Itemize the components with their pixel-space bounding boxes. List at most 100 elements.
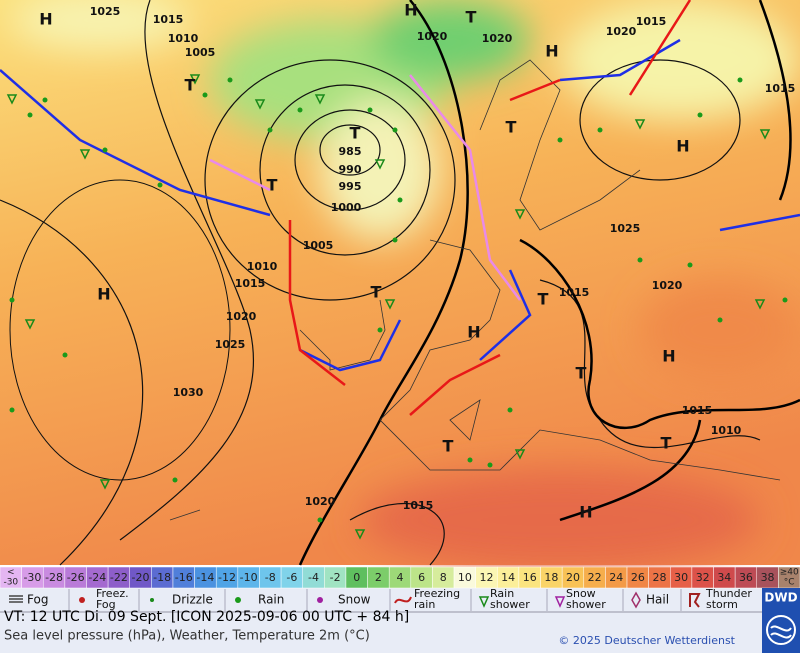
pressure-label: 1015 [636, 15, 667, 28]
rain-symbol [397, 197, 403, 203]
pressure-center: T [185, 76, 196, 95]
legend-label: shower [490, 598, 530, 611]
colorbar-label: 24 [609, 571, 623, 584]
shower-symbol [384, 299, 396, 310]
pressure-label: 1020 [305, 495, 336, 508]
pressure-label: 1020 [606, 25, 637, 38]
colorbar-label: -12 [218, 571, 236, 584]
legend-label: Rain [490, 587, 514, 600]
pressure-center: T [371, 283, 382, 302]
rain-symbol [42, 97, 48, 103]
pressure-label: 990 [339, 163, 362, 176]
pressure-label: 1010 [711, 424, 742, 437]
pressure-center: H [467, 323, 480, 342]
legend-icon [689, 593, 701, 608]
colorbar-label: 36 [739, 571, 753, 584]
pressure-label: 1025 [215, 338, 246, 351]
legend-icon [554, 596, 566, 608]
pressure-label: 1020 [652, 279, 683, 292]
pressure-label: 1015 [153, 13, 184, 26]
colorbar-label: 4 [397, 571, 404, 584]
pressure-label: 1005 [303, 239, 334, 252]
legend-label: Snow [566, 587, 596, 600]
legend-label: shower [566, 598, 606, 611]
rain-symbol [717, 317, 723, 323]
colorbar-label: -20 [132, 571, 150, 584]
pressure-center: T [661, 434, 672, 453]
colorbar-label: 20 [566, 571, 580, 584]
pressure-center: T [506, 118, 517, 137]
rain-symbol [697, 112, 703, 118]
dwd-logo [762, 588, 800, 653]
colorbar-label: 22 [588, 571, 602, 584]
legend-label: Hail [646, 593, 669, 607]
colorbar-label: 30 [674, 571, 688, 584]
legend-label: Rain [258, 593, 284, 607]
colorbar-label: 26 [631, 571, 645, 584]
legend-label: Snow [338, 593, 371, 607]
rain-symbol [737, 77, 743, 83]
colorbar-label: 14 [501, 571, 515, 584]
pressure-label: 1015 [235, 277, 266, 290]
shower-symbol [24, 319, 36, 330]
rain-symbol [102, 147, 108, 153]
pressure-label: 995 [339, 180, 362, 193]
colorbar-label: 12 [479, 571, 493, 584]
shower-symbol [634, 119, 646, 130]
legend-label: rain [414, 598, 435, 611]
copyright: © 2025 Deutscher Wetterdienst [558, 634, 735, 647]
legend-label: Fog [96, 598, 116, 611]
rain-symbol [507, 407, 513, 413]
pressure-label: 1000 [331, 201, 362, 214]
pressure-center: H [404, 1, 417, 20]
legend-icon [79, 597, 85, 603]
shower-symbol [314, 94, 326, 105]
colorbar-label: -8 [265, 571, 276, 584]
legend-icon [317, 597, 323, 603]
pressure-center: T [267, 176, 278, 195]
pressure-center: T [466, 8, 477, 27]
colorbar-label: 28 [652, 571, 666, 584]
pressure-label: 1010 [168, 32, 199, 45]
colorbar-label: -24 [88, 571, 106, 584]
legend-label: Freez. [96, 587, 129, 600]
rain-symbol [687, 262, 693, 268]
shower-symbol [254, 99, 266, 110]
legend-label: Thunder [705, 587, 752, 600]
rain-symbol [172, 477, 178, 483]
legend-label: Drizzle [172, 593, 213, 607]
pressure-center: H [97, 285, 110, 304]
rain-symbol [227, 77, 233, 83]
legend-label: Fog [27, 593, 48, 607]
colorbar-label: -22 [110, 571, 128, 584]
shower-symbol [354, 529, 366, 540]
rain-symbol [557, 137, 563, 143]
legend-label: storm [706, 598, 738, 611]
shower-symbol [79, 149, 91, 160]
colorbar-label: 6 [418, 571, 425, 584]
rain-symbol [297, 107, 303, 113]
pressure-center: T [443, 437, 454, 456]
shower-symbol [759, 129, 771, 140]
colorbar-label: -28 [45, 571, 63, 584]
legend-icon [235, 597, 241, 603]
colorbar-label: -30 [3, 578, 18, 588]
map [0, 0, 800, 570]
footer-background [0, 588, 762, 653]
colorbar-label: 34 [717, 571, 731, 584]
colorbar-label: -30 [23, 571, 41, 584]
pressure-label: 1010 [247, 260, 278, 273]
legend-icon [478, 596, 490, 608]
rain-symbol [467, 457, 473, 463]
colorbar-label: 38 [761, 571, 775, 584]
rain-symbol [9, 297, 15, 303]
pressure-label: 1020 [226, 310, 257, 323]
rain-symbol [317, 517, 323, 523]
colorbar-label: ≥40 [780, 568, 799, 578]
pressure-label: 1030 [173, 386, 204, 399]
pressure-center: T [350, 124, 361, 143]
colorbar-label: -18 [153, 571, 171, 584]
pressure-label: 1020 [482, 32, 513, 45]
rain-symbol [202, 92, 208, 98]
rain-symbol [782, 297, 788, 303]
